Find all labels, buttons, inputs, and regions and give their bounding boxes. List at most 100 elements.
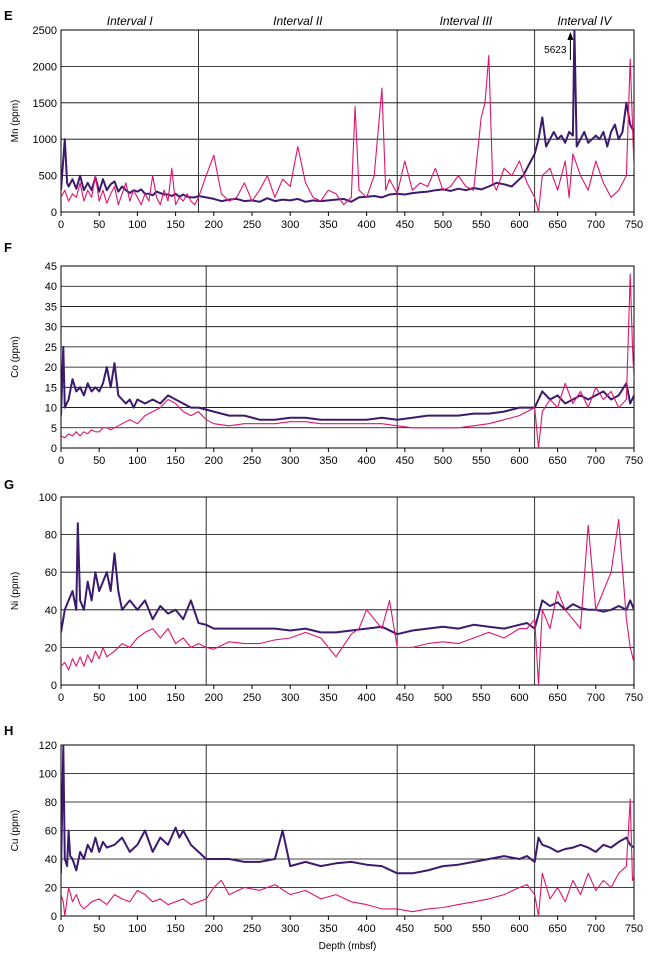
x-tick-label: 400 bbox=[357, 692, 375, 704]
panel-mn: E 0 500 1000 1500 2000 2500 0 50 100 150 200 250 300… bbox=[4, 8, 643, 231]
x-tick-label: 200 bbox=[205, 692, 223, 704]
y-tick-label: 100 bbox=[39, 769, 57, 781]
x-tick-label: 250 bbox=[243, 692, 261, 704]
x-tick-label: 700 bbox=[587, 455, 605, 467]
y-axis-label: Cu (ppm) bbox=[10, 810, 21, 852]
interval-label: Interval I bbox=[107, 14, 154, 28]
y-tick-label: 80 bbox=[45, 797, 57, 809]
series-line-dark bbox=[61, 522, 634, 636]
x-tick-label: 350 bbox=[319, 455, 337, 467]
panel-ni: G 0 20 40 60 80 100 0 50 100 150 200 250 300 350 400 45… bbox=[4, 477, 643, 704]
series-line-dark bbox=[61, 745, 634, 875]
y-axis-label: Ni (ppm) bbox=[10, 572, 21, 610]
y-tick-label: 0 bbox=[51, 443, 57, 455]
interval-label: Interval II bbox=[273, 14, 323, 28]
x-tick-label: 50 bbox=[93, 455, 105, 467]
x-tick-label: 150 bbox=[166, 923, 184, 935]
x-tick-label: 550 bbox=[472, 692, 490, 704]
x-tick-label: 50 bbox=[93, 923, 105, 935]
x-tick-label: 600 bbox=[510, 692, 528, 704]
x-tick-label: 550 bbox=[472, 455, 490, 467]
x-tick-label: 600 bbox=[510, 219, 528, 231]
series-line-dark bbox=[61, 345, 634, 421]
x-tick-label: 100 bbox=[128, 923, 146, 935]
x-tick-label: 0 bbox=[58, 923, 64, 935]
x-tick-label: 750 bbox=[625, 923, 643, 935]
y-tick-label: 45 bbox=[45, 261, 57, 273]
y-tick-label: 30 bbox=[45, 322, 57, 334]
x-tick-label: 600 bbox=[510, 455, 528, 467]
x-tick-label: 500 bbox=[434, 923, 452, 935]
panel-label: G bbox=[4, 477, 14, 492]
y-tick-label: 500 bbox=[39, 171, 57, 183]
y-tick-label: 100 bbox=[39, 492, 57, 504]
x-tick-label: 400 bbox=[357, 219, 375, 231]
x-tick-label: 700 bbox=[587, 923, 605, 935]
x-tick-label: 300 bbox=[281, 692, 299, 704]
y-tick-label: 25 bbox=[45, 342, 57, 354]
x-tick-label: 150 bbox=[166, 219, 184, 231]
panel-label: H bbox=[4, 723, 13, 738]
x-tick-label: 0 bbox=[58, 455, 64, 467]
x-tick-label: 750 bbox=[625, 455, 643, 467]
x-tick-label: 300 bbox=[281, 455, 299, 467]
y-axis-label: Co (ppm) bbox=[10, 336, 21, 378]
plot-frame bbox=[60, 496, 635, 686]
x-tick-label: 500 bbox=[434, 455, 452, 467]
x-tick-label: 250 bbox=[243, 923, 261, 935]
y-tick-label: 2500 bbox=[33, 25, 57, 37]
plot-frame bbox=[60, 265, 635, 449]
x-tick-label: 300 bbox=[281, 923, 299, 935]
y-tick-label: 40 bbox=[45, 854, 57, 866]
x-tick-label: 300 bbox=[281, 219, 299, 231]
x-tick-label: 550 bbox=[472, 219, 490, 231]
x-tick-label: 200 bbox=[205, 923, 223, 935]
series-line-magenta bbox=[61, 519, 634, 685]
x-tick-label: 450 bbox=[396, 692, 414, 704]
x-tick-label: 100 bbox=[128, 455, 146, 467]
x-tick-label: 650 bbox=[548, 692, 566, 704]
series-line-magenta bbox=[61, 798, 634, 916]
x-tick-label: 250 bbox=[243, 219, 261, 231]
y-tick-label: 0 bbox=[51, 680, 57, 692]
panel-label: E bbox=[4, 8, 13, 23]
x-tick-label: 0 bbox=[58, 219, 64, 231]
x-tick-label: 700 bbox=[587, 692, 605, 704]
x-tick-label: 350 bbox=[319, 923, 337, 935]
x-tick-label: 50 bbox=[93, 692, 105, 704]
y-tick-label: 60 bbox=[45, 826, 57, 838]
x-tick-label: 250 bbox=[243, 455, 261, 467]
interval-label: Interval IV bbox=[557, 14, 612, 28]
annotation-label: 5623 bbox=[544, 45, 567, 56]
x-tick-label: 200 bbox=[205, 455, 223, 467]
y-tick-label: 5 bbox=[51, 423, 57, 435]
y-tick-label: 120 bbox=[39, 740, 57, 752]
y-tick-label: 15 bbox=[45, 382, 57, 394]
x-tick-label: 700 bbox=[587, 219, 605, 231]
x-tick-label: 750 bbox=[625, 692, 643, 704]
x-tick-label: 450 bbox=[396, 219, 414, 231]
y-tick-label: 0 bbox=[51, 911, 57, 923]
series-line-magenta bbox=[61, 54, 634, 212]
y-tick-label: 60 bbox=[45, 567, 57, 579]
y-tick-label: 10 bbox=[45, 403, 57, 415]
x-tick-label: 650 bbox=[548, 219, 566, 231]
x-axis-label: Depth (mbsf) bbox=[319, 941, 377, 952]
series-line-magenta bbox=[61, 273, 634, 448]
x-tick-label: 50 bbox=[93, 219, 105, 231]
x-tick-label: 600 bbox=[510, 923, 528, 935]
y-tick-label: 1000 bbox=[33, 134, 57, 146]
x-tick-label: 400 bbox=[357, 923, 375, 935]
y-tick-label: 20 bbox=[45, 883, 57, 895]
y-tick-label: 40 bbox=[45, 281, 57, 293]
x-tick-label: 200 bbox=[205, 219, 223, 231]
x-tick-label: 100 bbox=[128, 219, 146, 231]
plot-frame bbox=[60, 29, 635, 213]
x-tick-label: 150 bbox=[166, 455, 184, 467]
x-tick-label: 0 bbox=[58, 692, 64, 704]
x-tick-label: 100 bbox=[128, 692, 146, 704]
y-tick-label: 35 bbox=[45, 301, 57, 313]
x-tick-label: 650 bbox=[548, 923, 566, 935]
